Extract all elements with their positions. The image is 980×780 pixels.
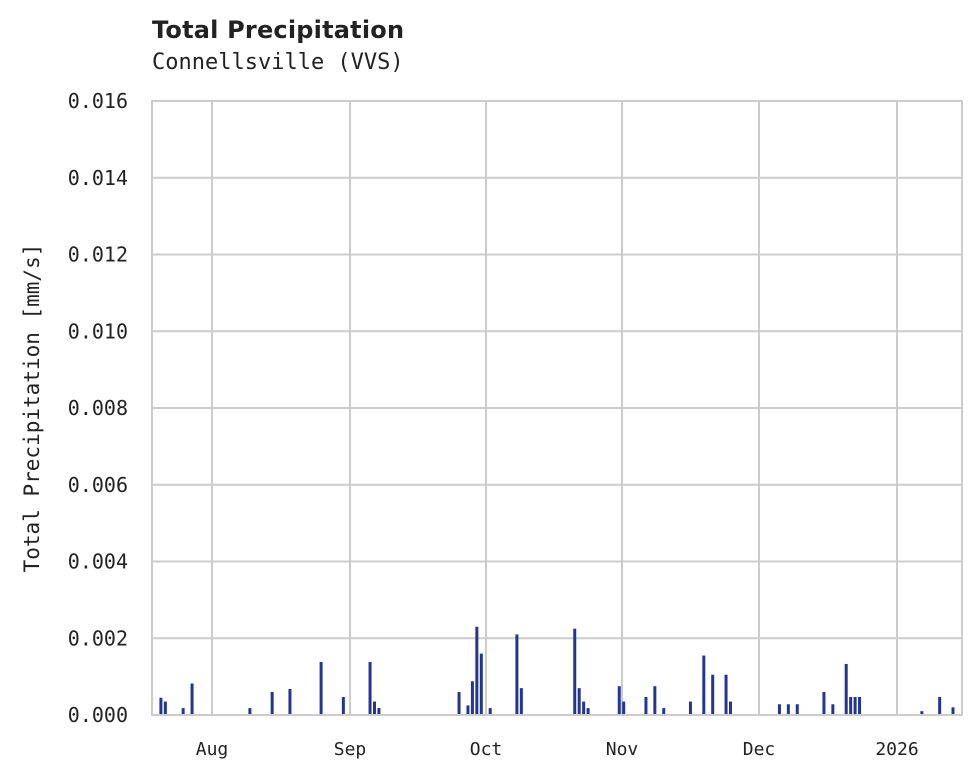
y-tick-label: 0.016 <box>68 89 128 113</box>
precipitation-bar <box>844 663 848 715</box>
y-tick-label: 0.014 <box>68 166 128 190</box>
precipitation-bar <box>475 626 479 715</box>
precipitation-bar <box>519 688 523 715</box>
precipitation-bar <box>724 674 728 715</box>
precipitation-bar <box>159 697 163 715</box>
chart-title: Total Precipitation <box>152 16 405 44</box>
plot-frame <box>151 100 963 716</box>
precipitation-bar <box>920 711 924 715</box>
x-tick-label: Dec <box>743 739 776 760</box>
precipitation-bar <box>190 683 194 715</box>
precipitation-bar <box>466 705 470 715</box>
precipitation-bar <box>341 696 345 715</box>
precipitation-bar <box>853 696 857 715</box>
chart-subtitle: Connellsville (VVS) <box>152 50 404 75</box>
precipitation-bar <box>270 691 274 715</box>
y-tick-label: 0.012 <box>68 243 128 267</box>
precipitation-bar <box>858 696 862 715</box>
precipitation-bar <box>470 681 474 715</box>
precipitation-bar <box>786 704 790 715</box>
x-tick-label: Sep <box>334 739 367 760</box>
precipitation-bar <box>457 691 461 715</box>
precipitation-bar <box>586 708 590 715</box>
precipitation-bar <box>777 704 781 715</box>
precipitation-bar <box>831 704 835 715</box>
precipitation-bar <box>373 701 376 715</box>
precipitation-bar <box>288 688 292 715</box>
precipitation-bar <box>938 696 942 715</box>
precipitation-bar <box>582 701 586 715</box>
precipitation-bar <box>163 701 167 715</box>
precipitation-bar <box>822 691 826 715</box>
x-tick-label: Nov <box>606 739 639 760</box>
precipitation-bar <box>479 653 483 715</box>
precipitation-bar <box>729 701 732 715</box>
precipitation-bar <box>368 662 372 715</box>
precipitation-bar <box>515 634 519 715</box>
y-tick-label: 0.010 <box>68 319 128 343</box>
x-axis-ticks: Aug Sep Oct Nov Dec 2026 <box>196 739 919 760</box>
precipitation-bar <box>181 708 185 715</box>
precipitation-bar <box>622 701 626 715</box>
y-tick-label: 0.002 <box>68 626 128 650</box>
precipitation-bar <box>377 708 381 715</box>
precipitation-bar <box>711 674 715 715</box>
x-tick-label: Aug <box>196 739 229 760</box>
x-tick-label: Oct <box>470 739 503 760</box>
precipitation-bar <box>644 696 648 715</box>
grid-lines <box>152 100 962 716</box>
precipitation-bar <box>573 628 577 715</box>
precipitation-bar <box>617 686 621 715</box>
x-tick-label: 2026 <box>875 739 918 760</box>
precipitation-bar <box>319 662 323 715</box>
precipitation-bar <box>951 707 955 715</box>
precipitation-bar <box>795 704 799 715</box>
precipitation-bar <box>662 708 666 715</box>
y-tick-label: 0.000 <box>68 703 128 727</box>
precipitation-bar <box>688 701 692 715</box>
precipitation-bar <box>702 655 706 715</box>
y-axis-ticks: 0.000 0.002 0.004 0.006 0.008 0.010 0.012 0.014… <box>68 89 128 727</box>
y-tick-label: 0.004 <box>68 550 128 574</box>
precipitation-bars <box>159 626 955 715</box>
precipitation-bar <box>653 686 657 715</box>
y-tick-label: 0.008 <box>68 396 128 420</box>
precipitation-bar <box>849 696 853 715</box>
precipitation-bar <box>248 708 252 715</box>
y-tick-label: 0.006 <box>68 473 128 497</box>
precipitation-bar <box>488 708 492 715</box>
precipitation-bar <box>577 688 581 715</box>
